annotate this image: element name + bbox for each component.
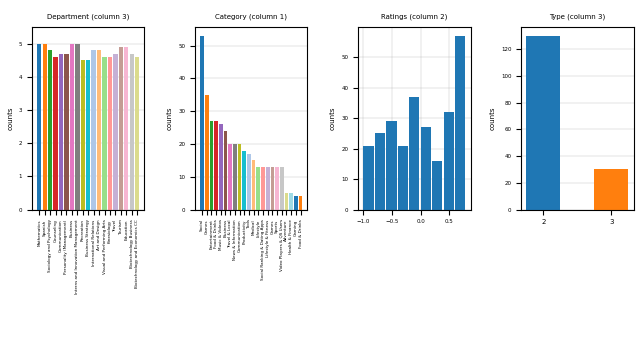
Bar xyxy=(420,127,431,210)
Bar xyxy=(289,193,293,210)
Bar xyxy=(233,144,237,210)
Bar xyxy=(271,167,275,210)
Bar xyxy=(280,167,284,210)
Bar xyxy=(129,54,134,210)
Bar xyxy=(223,131,227,210)
Bar xyxy=(113,54,118,210)
Bar xyxy=(124,47,129,210)
Bar xyxy=(285,193,288,210)
Title: Category (column 1): Category (column 1) xyxy=(215,14,287,20)
Bar xyxy=(266,167,269,210)
Bar xyxy=(42,44,47,210)
Bar xyxy=(364,146,374,210)
Title: Type (column 3): Type (column 3) xyxy=(549,14,605,20)
Bar xyxy=(48,50,52,210)
Bar xyxy=(70,44,74,210)
Bar xyxy=(243,150,246,210)
Y-axis label: counts: counts xyxy=(7,106,13,130)
Y-axis label: counts: counts xyxy=(330,106,336,130)
Bar xyxy=(299,196,302,210)
Bar xyxy=(432,161,442,210)
Bar xyxy=(102,57,107,210)
Bar xyxy=(409,97,419,210)
Bar xyxy=(86,60,90,210)
Y-axis label: counts: counts xyxy=(167,106,173,130)
Bar xyxy=(247,154,251,210)
Bar xyxy=(75,44,79,210)
Bar xyxy=(64,54,68,210)
Bar xyxy=(526,36,561,210)
Bar xyxy=(53,57,58,210)
Bar xyxy=(214,121,218,210)
Bar xyxy=(228,144,232,210)
Title: Ratings (column 2): Ratings (column 2) xyxy=(381,14,447,20)
Title: Department (column 3): Department (column 3) xyxy=(47,14,129,20)
Bar xyxy=(444,112,454,210)
Bar xyxy=(200,36,204,210)
Y-axis label: counts: counts xyxy=(490,106,495,130)
Bar xyxy=(252,160,255,210)
Bar xyxy=(135,57,140,210)
Bar xyxy=(59,54,63,210)
Bar xyxy=(275,167,279,210)
Bar xyxy=(386,121,397,210)
Bar xyxy=(209,121,213,210)
Bar xyxy=(257,167,260,210)
Bar xyxy=(219,124,223,210)
Bar xyxy=(81,60,85,210)
Bar xyxy=(108,57,112,210)
Bar xyxy=(118,47,123,210)
Bar xyxy=(294,196,298,210)
Bar xyxy=(237,144,241,210)
Bar xyxy=(455,36,465,210)
Bar xyxy=(595,169,628,210)
Bar xyxy=(97,50,101,210)
Bar xyxy=(205,95,209,210)
Bar xyxy=(397,146,408,210)
Bar xyxy=(374,133,385,210)
Bar xyxy=(261,167,265,210)
Bar xyxy=(37,44,42,210)
Bar xyxy=(92,50,96,210)
